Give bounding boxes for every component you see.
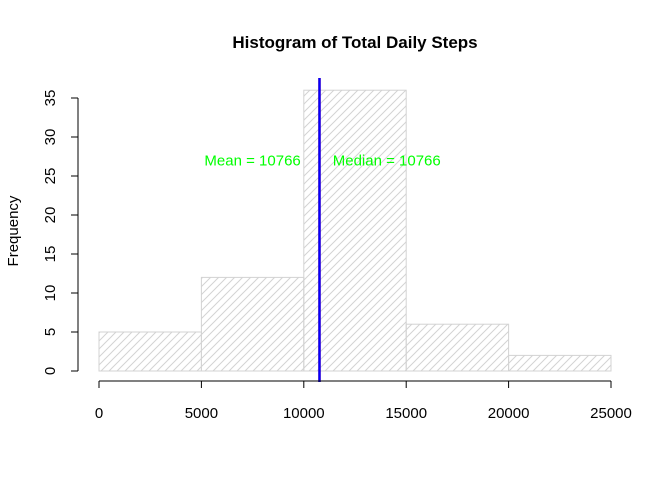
y-tick-label: 35: [42, 90, 59, 107]
histogram-bars: [98, 89, 612, 372]
x-tick-label: 5000: [185, 405, 218, 422]
histogram-bar-1: [98, 331, 202, 372]
histogram-bar-3: [303, 89, 407, 372]
median-annotation: Median = 10766: [333, 152, 441, 169]
mean-annotation: Mean = 10766: [204, 152, 300, 169]
x-axis: 0 5000 10000 15000 20000 25000: [95, 380, 632, 422]
x-tick-label: 10000: [283, 405, 325, 422]
y-tick-label: 10: [42, 285, 59, 302]
histogram-bar-4: [405, 323, 510, 372]
y-tick-label: 25: [42, 168, 59, 185]
y-tick-label: 5: [42, 328, 59, 336]
y-tick-label: 15: [42, 246, 59, 263]
y-tick-label: 0: [42, 367, 59, 375]
x-tick-label: 25000: [590, 405, 632, 422]
y-tick-label: 20: [42, 207, 59, 224]
y-axis-title: Frequency: [5, 195, 22, 266]
y-axis: 0 5 10 15 20 25 30 35: [42, 90, 79, 375]
histogram-bar-5: [508, 354, 612, 372]
x-tick-label: 20000: [488, 405, 530, 422]
histogram-bar-2: [200, 276, 305, 372]
x-tick-label: 0: [95, 405, 103, 422]
x-tick-label: 15000: [385, 405, 427, 422]
chart-title: Histogram of Total Daily Steps: [232, 33, 477, 52]
y-tick-label: 30: [42, 129, 59, 146]
annotations: Mean = 10766 Median = 10766: [204, 152, 440, 169]
